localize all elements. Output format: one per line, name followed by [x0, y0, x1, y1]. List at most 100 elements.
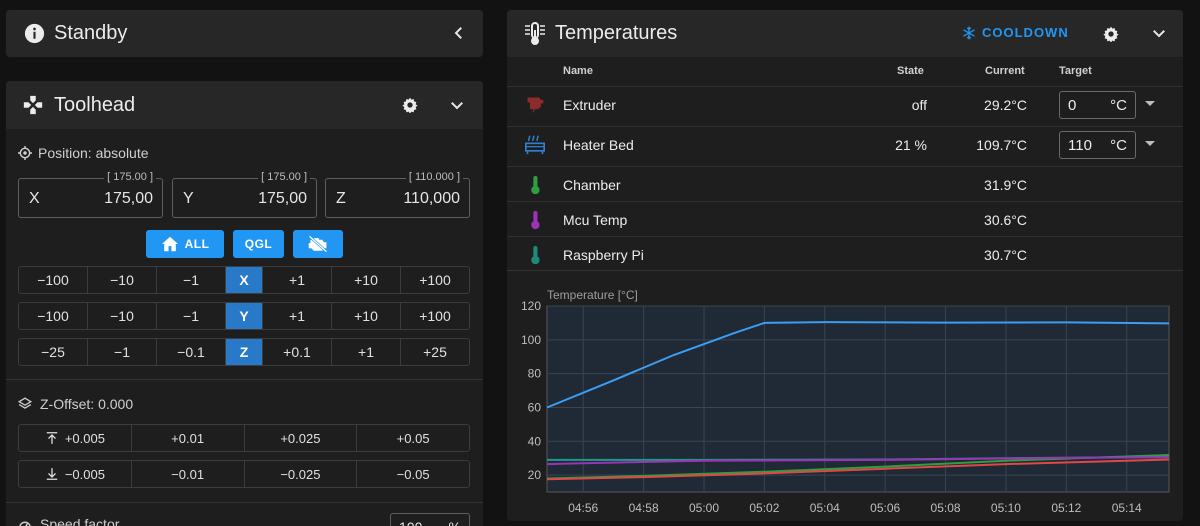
z-offset-up-0-005[interactable]: +0.005: [19, 425, 132, 451]
temperatures-panel: Temperatures COOLDOWN Name State Current…: [507, 10, 1183, 521]
speed-factor-value: 100: [399, 519, 422, 526]
z-offset-down-row: −0.005 −0.01 −0.025 −0.05: [18, 460, 470, 488]
x-axis-label: X: [29, 190, 40, 207]
home-all-label: ALL: [184, 237, 210, 251]
sensor-row-heater-bed: Heater Bed 21 % 109.7°C 110 °C: [507, 126, 1183, 162]
jog-y-plus-1[interactable]: +1: [263, 303, 332, 329]
thermometer-icon: [525, 175, 545, 195]
chart-y-tick-label: 40: [528, 434, 542, 448]
arrow-collapse-up-icon: [45, 431, 59, 445]
jog-z-minus-1[interactable]: −1: [88, 339, 157, 365]
temperature-chart: Temperature [°C] 20 40 60 80 100 120 04:56 04:…: [521, 288, 1170, 515]
home-z-button[interactable]: Z: [226, 339, 263, 365]
jog-x-plus-1[interactable]: +1: [263, 267, 332, 293]
sensor-current: 29.2°C: [984, 97, 1027, 113]
jog-z-minus-25[interactable]: −25: [19, 339, 88, 365]
position-label: Position: absolute: [38, 145, 149, 161]
gear-icon[interactable]: [402, 97, 418, 113]
thermometer-icon: [525, 210, 545, 230]
jog-y-plus-10[interactable]: +10: [332, 303, 401, 329]
z-offset-up-row: +0.005 +0.01 +0.025 +0.05: [18, 424, 470, 452]
y-value: 175,00: [258, 190, 307, 207]
motors-off-button[interactable]: [293, 230, 343, 258]
home-all-button[interactable]: ALL: [146, 230, 224, 258]
chevron-left-icon[interactable]: [450, 24, 468, 42]
x-position-field[interactable]: [ 175.00 ] X 175,00: [18, 171, 163, 218]
jog-z-plus-1[interactable]: +1: [332, 339, 401, 365]
x-value: 175,00: [104, 190, 153, 207]
extruder-preset-dropdown[interactable]: [1145, 101, 1155, 106]
engine-off-icon: [307, 235, 329, 253]
toolhead-divider-2: [6, 502, 483, 503]
standby-title: Standby: [54, 22, 128, 44]
jog-z-plus-25[interactable]: +25: [423, 344, 447, 360]
standby-header[interactable]: Standby: [6, 10, 483, 57]
z-offset-up-0-025[interactable]: +0.025: [245, 425, 358, 451]
z-offset-down-0-01[interactable]: −0.01: [132, 461, 245, 487]
sensor-name: Heater Bed: [563, 137, 634, 153]
sensor-row-mcu-temp: Mcu Temp 30.6°C: [507, 201, 1183, 237]
z-offset-down-0-05[interactable]: −0.05: [396, 466, 430, 482]
chart-x-tick-label: 04:56: [568, 501, 598, 515]
chart-series-line-2: [546, 458, 1170, 481]
y-axis-label: Y: [183, 190, 194, 207]
z-offset-heading: Z-Offset: 0.000: [18, 396, 133, 412]
home-y-button[interactable]: Y: [226, 303, 263, 329]
heater-bed-icon: [525, 135, 545, 155]
info-icon: [24, 23, 45, 44]
thermometer-lines-icon: [524, 22, 546, 46]
heater-bed-target-input[interactable]: 110 °C: [1059, 131, 1136, 159]
jog-x-plus-10[interactable]: +10: [332, 267, 401, 293]
sensor-current: 31.9°C: [984, 177, 1027, 193]
heater-bed-preset-dropdown[interactable]: [1145, 141, 1155, 146]
chevron-down-icon[interactable]: [448, 96, 466, 114]
home-icon: [161, 236, 179, 252]
temperatures-header: Temperatures COOLDOWN: [507, 10, 1183, 57]
z-offset-up-0-01[interactable]: +0.01: [132, 425, 245, 451]
speed-factor-heading: Speed factor: [18, 516, 119, 526]
toolhead-title: Toolhead: [54, 94, 136, 116]
cooldown-button[interactable]: COOLDOWN: [962, 25, 1069, 40]
jog-y-minus-1[interactable]: −1: [157, 303, 226, 329]
speed-factor-input[interactable]: 100 %: [390, 513, 470, 526]
col-current: Current: [985, 65, 1025, 77]
home-x-button[interactable]: X: [226, 267, 263, 293]
z-position-field[interactable]: [ 110.000 ] Z 110,000: [325, 171, 470, 218]
jog-y-plus-100[interactable]: +100: [419, 308, 451, 324]
sensor-current: 30.6°C: [984, 212, 1027, 228]
y-position-field[interactable]: [ 175.00 ] Y 175,00: [172, 171, 317, 218]
jog-x-minus-1[interactable]: −1: [157, 267, 226, 293]
z-offset-down-0-025[interactable]: −0.025: [245, 461, 358, 487]
chart-y-tick-label: 120: [521, 299, 541, 313]
jog-x-row: −100 −10 −1 X +1 +10 +100: [18, 266, 470, 294]
chart-x-tick-label: 05:10: [991, 501, 1021, 515]
chart-series-line-4: [546, 456, 1170, 466]
chart-x-tick-label: 05:12: [1051, 501, 1081, 515]
speed-factor-label: Speed factor: [40, 516, 120, 526]
chart-x-tick-label: 05:06: [870, 501, 900, 515]
jog-y-minus-100[interactable]: −100: [19, 303, 88, 329]
thermometer-icon: [525, 245, 545, 265]
sensor-name: Chamber: [563, 177, 621, 193]
jog-y-minus-10[interactable]: −10: [88, 303, 157, 329]
cooldown-label: COOLDOWN: [982, 25, 1069, 40]
extruder-target-input[interactable]: 0 °C: [1059, 91, 1136, 119]
arrow-collapse-down-icon: [45, 467, 59, 481]
crosshair-icon: [18, 146, 32, 160]
z-offset-down-0-005[interactable]: −0.005: [19, 461, 132, 487]
jog-z-minus-0-1[interactable]: −0.1: [157, 339, 226, 365]
jog-x-plus-100[interactable]: +100: [419, 272, 451, 288]
chart-x-tick-label: 05:08: [931, 501, 961, 515]
chevron-down-icon[interactable]: [1150, 24, 1168, 42]
jog-x-minus-100[interactable]: −100: [19, 267, 88, 293]
z-offset-up-0-05[interactable]: +0.05: [396, 430, 430, 446]
jog-x-minus-10[interactable]: −10: [88, 267, 157, 293]
chart-plot-area: [546, 305, 1170, 493]
chart-x-tick-label: 05:00: [689, 501, 719, 515]
jog-z-plus-0-1[interactable]: +0.1: [263, 339, 332, 365]
gear-icon[interactable]: [1103, 26, 1119, 42]
qgl-button[interactable]: QGL: [233, 230, 284, 258]
sensor-name: Extruder: [563, 97, 616, 113]
col-state: State: [897, 65, 924, 77]
z-offset-down-0-005-label: −0.005: [64, 466, 105, 482]
